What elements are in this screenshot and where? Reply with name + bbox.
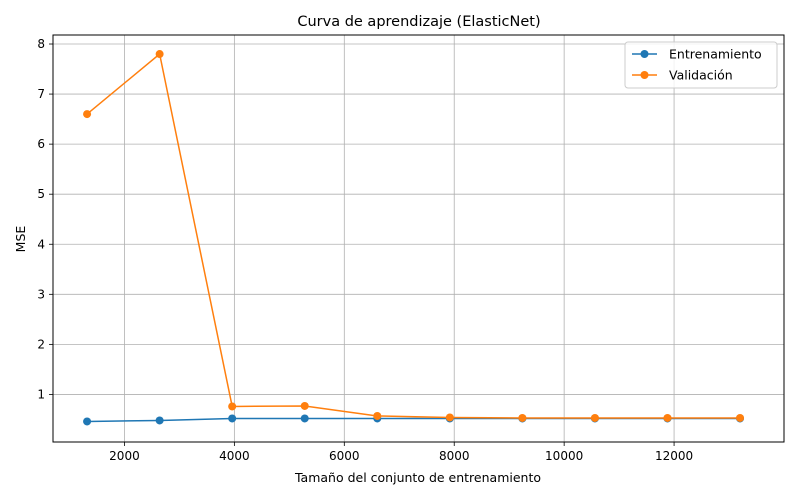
y-tick-label: 3 <box>37 287 45 301</box>
y-axis-ticks: 1 2 3 4 5 6 7 8 <box>37 37 53 401</box>
series-line-validacion <box>86 52 741 419</box>
legend-item-validacion: Validación <box>632 68 733 83</box>
data-point-entrenamiento <box>300 414 309 423</box>
data-point-entrenamiento <box>155 416 164 425</box>
x-tick-label: 2000 <box>109 449 140 463</box>
y-tick-label: 1 <box>37 387 45 401</box>
data-point-validacion <box>373 411 382 420</box>
series-layer <box>83 50 745 426</box>
y-tick-label: 6 <box>37 137 45 151</box>
legend-marker <box>640 50 649 58</box>
y-tick-label: 8 <box>37 37 45 51</box>
data-point-validacion <box>663 413 672 422</box>
data-point-validacion <box>228 402 237 411</box>
y-axis-label: MSE <box>13 226 28 253</box>
chart-title: Curva de aprendizaje (ElasticNet) <box>297 14 540 30</box>
x-tick-label: 10000 <box>545 449 583 463</box>
data-point-validacion <box>445 413 454 422</box>
y-tick-label: 4 <box>37 237 45 251</box>
data-point-validacion <box>300 401 309 410</box>
legend-label: Validación <box>669 68 733 83</box>
data-point-entrenamiento <box>83 417 92 426</box>
legend-box <box>624 41 778 89</box>
series-line-entrenamiento <box>87 417 741 423</box>
x-axis-label: Tamaño del conjunto de entrenamiento <box>294 470 541 485</box>
y-tick-label: 5 <box>37 187 45 201</box>
x-tick-label: 8000 <box>439 449 470 463</box>
x-tick-label: 4000 <box>219 449 250 463</box>
grid <box>53 35 784 442</box>
data-point-validacion <box>518 413 527 422</box>
plot-frame <box>52 34 785 443</box>
series-validacion <box>83 50 745 422</box>
y-tick-label: 2 <box>37 337 45 351</box>
legend: Entrenamiento Validación <box>624 41 778 89</box>
x-tick-label: 12000 <box>655 449 693 463</box>
legend-marker <box>640 71 649 79</box>
data-point-entrenamiento <box>228 414 237 423</box>
data-point-validacion <box>155 50 164 59</box>
legend-item-entrenamiento: Entrenamiento <box>632 47 762 62</box>
x-tick-label: 6000 <box>329 449 360 463</box>
y-tick-label: 7 <box>37 87 45 101</box>
data-point-validacion <box>736 413 745 422</box>
legend-label: Entrenamiento <box>669 47 762 62</box>
data-point-validacion <box>83 110 92 119</box>
data-point-validacion <box>590 413 599 422</box>
x-axis-ticks: 2000 4000 6000 8000 10000 12000 <box>109 442 693 463</box>
